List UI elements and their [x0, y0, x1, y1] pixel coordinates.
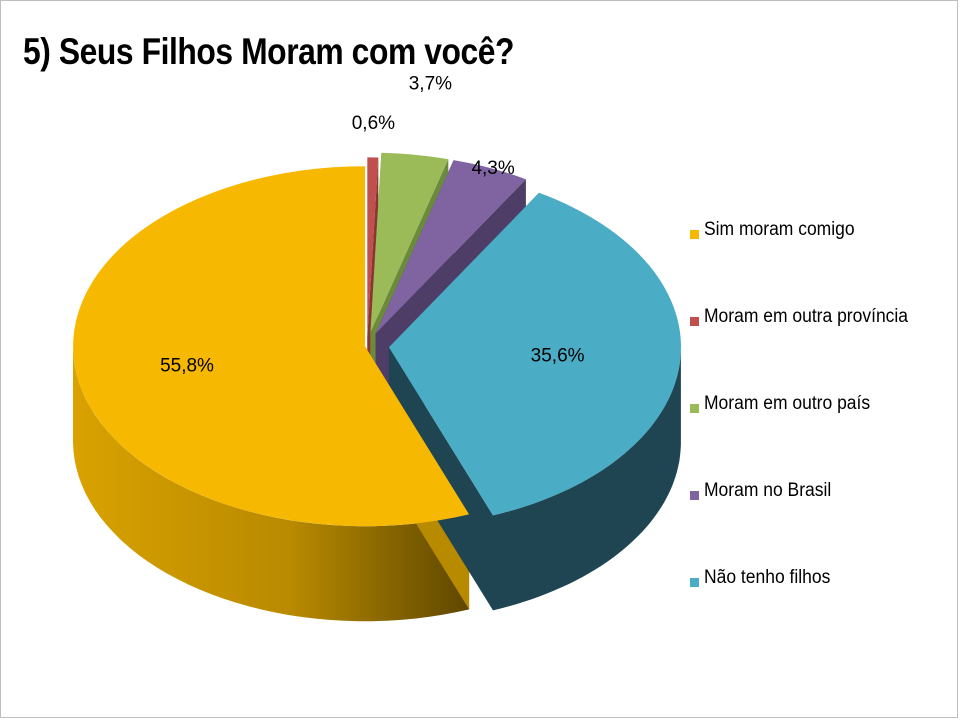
legend-label: Não tenho filhos	[704, 567, 830, 589]
legend-label: Moram no Brasil	[704, 480, 831, 502]
legend-label: Sim moram comigo	[704, 219, 855, 241]
legend-item-sim-moram-comigo: Sim moram comigo	[690, 219, 950, 243]
legend-item-moram-em-outro-pais: Moram em outro país	[690, 393, 950, 417]
legend-swatch	[690, 317, 699, 326]
legend-swatch	[690, 230, 699, 239]
legend-swatch	[690, 491, 699, 500]
legend-swatch	[690, 404, 699, 413]
legend-item-moram-no-brasil: Moram no Brasil	[690, 480, 950, 504]
pie-data-label: 55,8%	[160, 355, 214, 376]
legend-swatch	[690, 578, 699, 587]
legend-label: Moram em outra província	[704, 306, 908, 328]
pie-data-label: 3,7%	[409, 73, 452, 94]
legend: Sim moram comigo Moram em outra provínci…	[690, 219, 950, 654]
legend-item-moram-em-outra-provincia: Moram em outra província	[690, 306, 950, 330]
pie-data-label: 35,6%	[531, 345, 585, 366]
pie-data-label: 4,3%	[471, 158, 514, 179]
pie-data-label: 0,6%	[352, 113, 395, 134]
legend-item-nao-tenho-filhos: Não tenho filhos	[690, 567, 950, 591]
legend-label: Moram em outro país	[704, 393, 870, 415]
